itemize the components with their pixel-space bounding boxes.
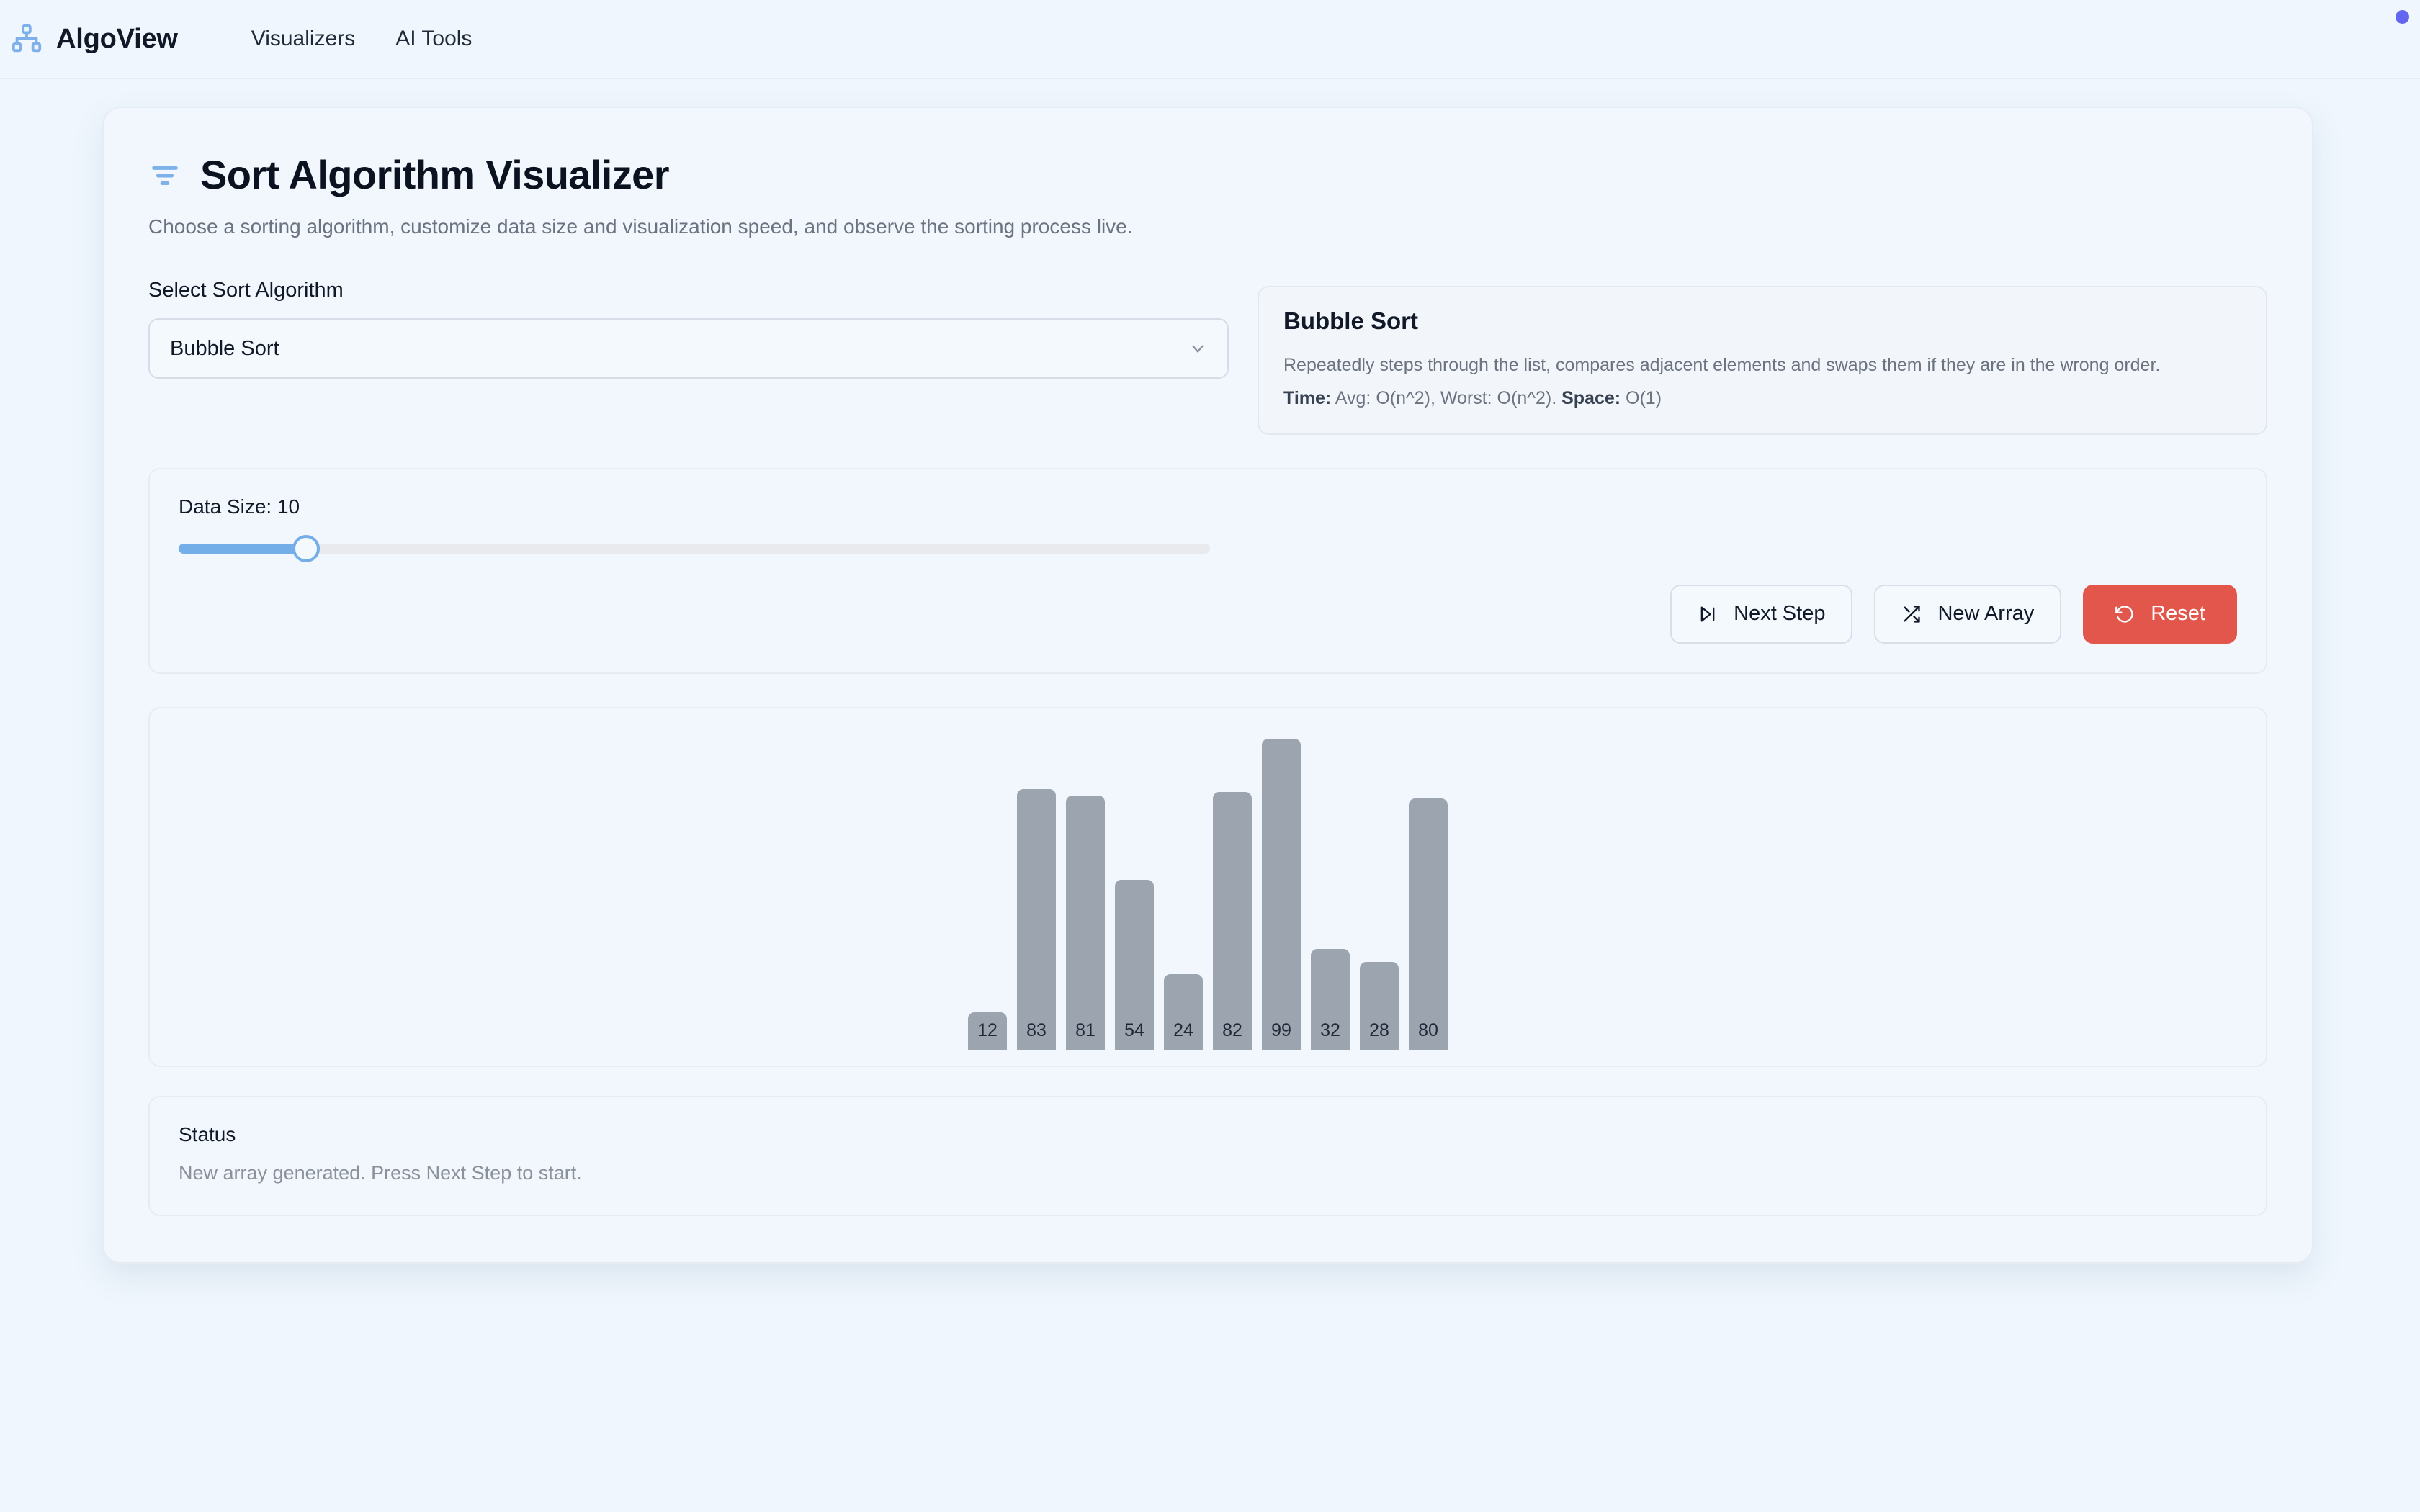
bar-item: 54: [1115, 879, 1154, 1050]
data-size-label: Data Size: 10: [179, 495, 300, 518]
bar-item: 99: [1262, 738, 1301, 1050]
new-array-button[interactable]: New Array: [1874, 584, 2062, 644]
bar-value-label: 54: [1124, 1020, 1144, 1040]
controls-row: Select Sort Algorithm Bubble Sort Bubble…: [148, 279, 2267, 435]
bar-item: 28: [1360, 961, 1399, 1050]
chevron-down-icon: [1188, 339, 1207, 358]
bar-value-label: 99: [1271, 1020, 1291, 1040]
time-label: Time:: [1283, 387, 1332, 408]
bar-chart-panel: 12 83 81 54 24 82 99 32 28 80: [148, 706, 2267, 1067]
algorithm-info-card: Bubble Sort Repeatedly steps through the…: [1258, 286, 2267, 435]
status-indicator-dot: [2396, 10, 2409, 24]
sort-descending-icon: [148, 158, 182, 192]
page-body: Sort Algorithm Visualizer Choose a sorti…: [0, 79, 2420, 1264]
slider-thumb[interactable]: [292, 534, 320, 562]
bar-value-label: 81: [1075, 1020, 1095, 1040]
reset-label: Reset: [2151, 602, 2205, 625]
new-array-label: New Array: [1937, 602, 2035, 625]
slider-track[interactable]: [179, 543, 1210, 554]
page-subtitle: Choose a sorting algorithm, customize da…: [148, 215, 1133, 238]
algorithm-info-description: Repeatedly steps through the list, compa…: [1283, 355, 2161, 375]
bar-value-label: 12: [977, 1020, 998, 1040]
status-message: New array generated. Press Next Step to …: [179, 1161, 582, 1184]
nav-links: Visualizers AI Tools: [251, 27, 472, 51]
reset-button[interactable]: Reset: [2083, 584, 2237, 644]
bar-value-label: 28: [1369, 1020, 1389, 1040]
bar-item: 82: [1213, 791, 1252, 1050]
nav-link-ai-tools[interactable]: AI Tools: [395, 27, 472, 50]
algorithm-select[interactable]: Bubble Sort: [148, 318, 1229, 379]
algorithm-info-title: Bubble Sort: [1283, 307, 1418, 334]
status-panel: Status New array generated. Press Next S…: [148, 1095, 2267, 1216]
algorithm-select-group: Select Sort Algorithm Bubble Sort: [148, 279, 1229, 379]
data-size-panel: Data Size: 10 Next Step: [148, 467, 2267, 674]
action-buttons: Next Step New Array: [179, 584, 2237, 644]
skip-forward-icon: [1698, 604, 1718, 624]
algorithm-select-value: Bubble Sort: [170, 336, 279, 360]
bar-value-label: 24: [1173, 1020, 1193, 1040]
bar-item: 83: [1017, 788, 1056, 1050]
bar-value-label: 83: [1026, 1020, 1047, 1040]
bar-item: 81: [1066, 795, 1105, 1050]
bar-value-label: 80: [1418, 1020, 1438, 1040]
brand-name: AlgoView: [56, 23, 178, 54]
bar-item: 32: [1311, 948, 1350, 1050]
next-step-label: Next Step: [1734, 602, 1826, 625]
bar-value-label: 82: [1222, 1020, 1242, 1040]
hierarchy-icon: [10, 22, 43, 55]
space-value: O(1): [1621, 387, 1662, 408]
algorithm-select-label: Select Sort Algorithm: [148, 279, 344, 302]
bar-item: 24: [1164, 973, 1203, 1050]
status-title: Status: [179, 1122, 236, 1146]
page-title: Sort Algorithm Visualizer: [200, 152, 670, 197]
time-value: Avg: O(n^2), Worst: O(n^2).: [1331, 387, 1562, 408]
next-step-button[interactable]: Next Step: [1670, 584, 1853, 644]
algorithm-complexity: Time: Avg: O(n^2), Worst: O(n^2). Space:…: [1283, 388, 2241, 409]
visualizer-card: Sort Algorithm Visualizer Choose a sorti…: [102, 107, 2313, 1264]
slider-fill: [179, 543, 307, 554]
bar-value-label: 32: [1320, 1020, 1340, 1040]
bar-item: 12: [968, 1012, 1007, 1050]
data-size-slider[interactable]: [179, 534, 1210, 562]
nav-link-visualizers[interactable]: Visualizers: [251, 27, 356, 50]
bar-item: 80: [1409, 798, 1448, 1050]
brand[interactable]: AlgoView: [10, 22, 178, 55]
rotate-ccw-icon: [2115, 604, 2135, 624]
bar-chart: 12 83 81 54 24 82 99 32 28 80: [150, 738, 2266, 1050]
shuffle-icon: [1901, 604, 1922, 624]
top-navbar: AlgoView Visualizers AI Tools: [0, 0, 2420, 79]
page-header: Sort Algorithm Visualizer: [148, 151, 2267, 198]
space-label: Space:: [1561, 387, 1621, 408]
